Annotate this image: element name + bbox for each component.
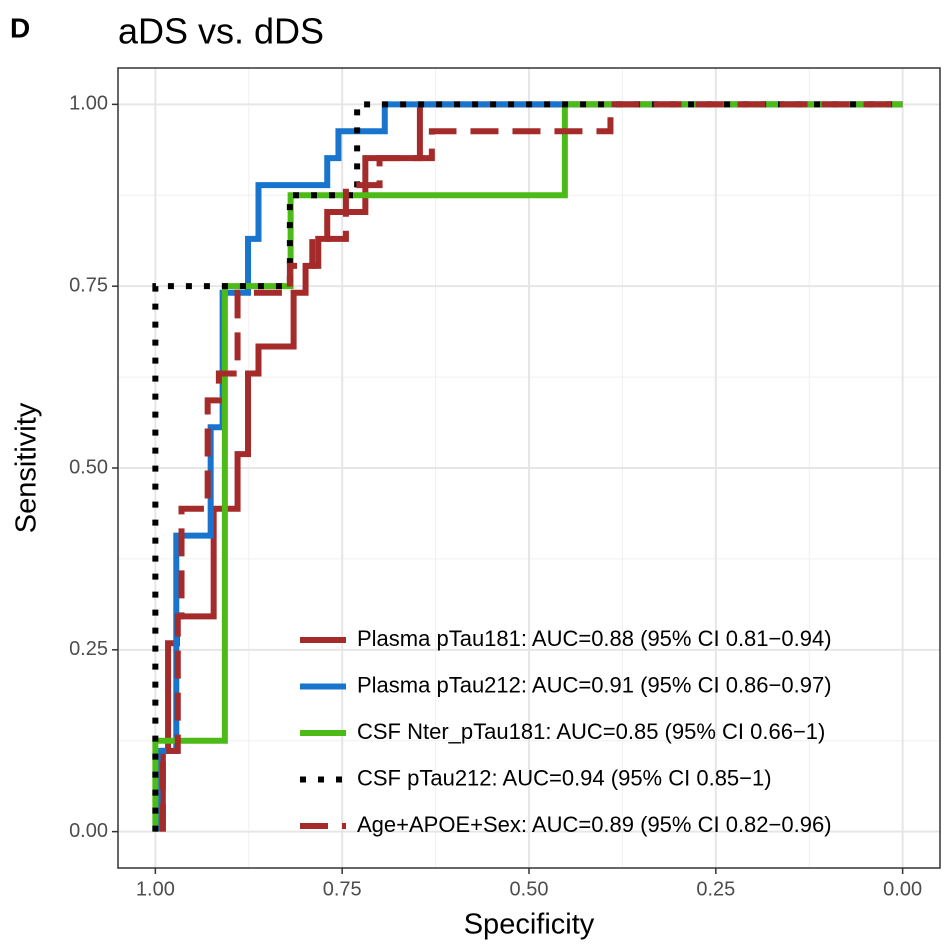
x-axis-title: Specificity: [464, 909, 595, 941]
x-tick-label: 1.00: [136, 878, 175, 900]
y-tick-label: 0.75: [69, 274, 108, 296]
legend-label: Plasma pTau181: AUC=0.88 (95% CI 0.81−0.…: [357, 626, 832, 651]
x-tick-label: 0.25: [696, 878, 735, 900]
y-tick-label: 0.50: [69, 456, 108, 478]
plot-border: [117, 67, 941, 869]
y-axis-title: Sensitivity: [11, 402, 43, 533]
chart-title: aDS vs. dDS: [118, 11, 324, 52]
y-tick-label: 0.25: [69, 638, 108, 660]
x-tick-label: 0.75: [323, 878, 362, 900]
legend-label: Plasma pTau212: AUC=0.91 (95% CI 0.86−0.…: [357, 672, 832, 697]
roc-line: [154, 101, 903, 832]
panel-label: D: [10, 12, 30, 43]
legend-label: CSF pTau212: AUC=0.94 (95% CI 0.85−1): [357, 765, 772, 790]
roc-line: [152, 101, 903, 832]
legend-label: CSF Nter_pTau181: AUC=0.85 (95% CI 0.66−…: [357, 719, 825, 744]
x-tick-label: 0.50: [510, 878, 549, 900]
roc-line: [159, 101, 903, 832]
x-tick-label: 0.00: [883, 878, 922, 900]
legend-label: Age+APOE+Sex: AUC=0.89 (95% CI 0.82−0.96…: [357, 812, 832, 837]
y-tick-label: 0.00: [69, 820, 108, 842]
y-tick-label: 1.00: [69, 93, 108, 115]
